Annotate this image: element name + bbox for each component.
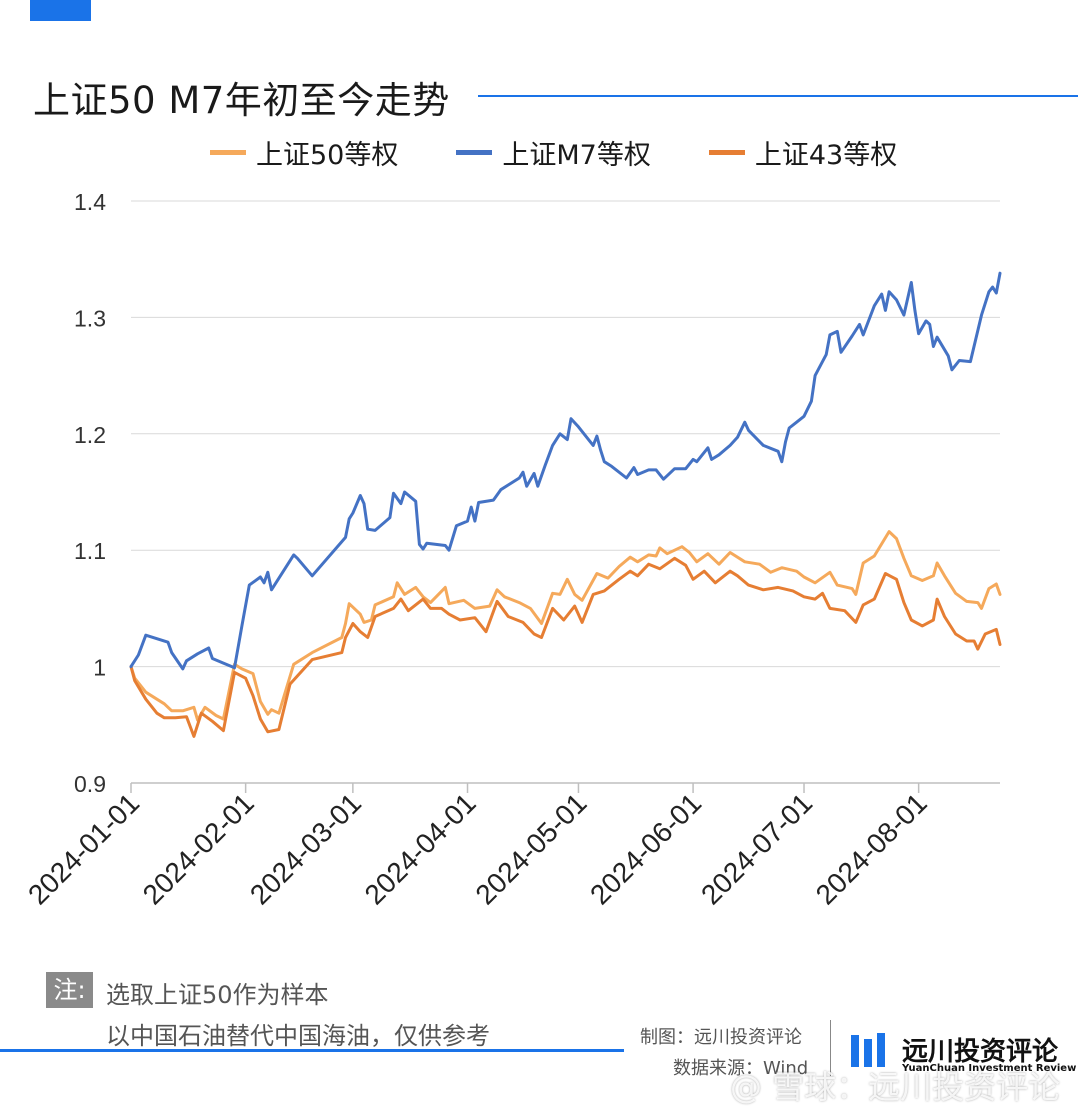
legend-swatch	[456, 150, 493, 155]
x-tick-label: 2024-04-01	[359, 787, 482, 910]
divider	[830, 1020, 831, 1076]
x-tick-label: 2024-06-01	[584, 787, 707, 910]
bottom-rule	[0, 1049, 624, 1052]
x-tick-label: 2024-05-01	[469, 787, 592, 910]
note-tag: 注:	[46, 972, 93, 1008]
legend-swatch	[210, 150, 246, 155]
note-line: 选取上证50作为样本	[106, 981, 329, 1009]
legend-label: 上证50等权	[256, 140, 399, 171]
chart-legend: 上证50等权 上证M7等权 上证43等权	[210, 133, 897, 172]
series-line	[129, 556, 1002, 738]
legend-item-m7: 上证M7等权	[456, 133, 651, 172]
y-tick-label: 1.1	[74, 538, 106, 564]
title-rule	[478, 95, 1078, 97]
y-tick-label: 1.3	[74, 305, 106, 331]
brand-name-en: YuanChuan Investment Review	[902, 1063, 1077, 1074]
y-tick-label: 1.2	[74, 422, 106, 448]
y-tick-label: 0.9	[74, 771, 106, 797]
legend-item-sse50: 上证50等权	[210, 133, 398, 172]
y-tick-label: 1	[93, 655, 106, 681]
legend-label: 上证43等权	[754, 140, 898, 171]
legend-swatch	[708, 150, 745, 155]
page-title: 上证50 M7年初至今走势	[33, 79, 450, 122]
chart-credit: 制图：远川投资评论	[640, 1027, 802, 1048]
x-tick-label: 2024-02-01	[137, 787, 260, 910]
x-tick-label: 2024-03-01	[244, 787, 367, 910]
brand-logo-icon	[851, 1033, 885, 1067]
x-tick-label: 2024-07-01	[695, 787, 818, 910]
y-tick-label: 1.4	[74, 189, 106, 215]
note-line: 以中国石油替代中国海油，仅供参考	[106, 1022, 490, 1050]
series-line	[129, 271, 1002, 671]
x-tick-label: 2024-08-01	[810, 787, 933, 910]
watermark: @ 雪球：远川投资评论	[730, 1068, 1061, 1106]
legend-item-43: 上证43等权	[708, 133, 898, 172]
legend-label: 上证M7等权	[502, 140, 651, 171]
x-tick-label: 2024-01-01	[22, 787, 145, 910]
line-chart: 0.911.11.21.31.42024-01-012024-02-012024…	[22, 189, 1002, 911]
data-source: 数据来源：Wind	[673, 1058, 809, 1079]
corner-accent-block	[30, 0, 91, 21]
series-line	[129, 530, 1002, 722]
brand-name: 远川投资评论	[902, 1037, 1059, 1067]
